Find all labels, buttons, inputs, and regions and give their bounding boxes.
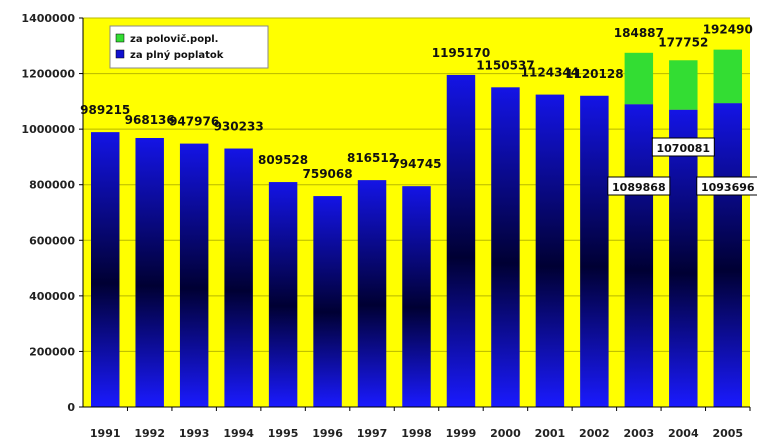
data-label-full-fee: 968136 bbox=[125, 113, 175, 127]
bar-full-fee bbox=[135, 137, 164, 407]
x-tick-label: 2001 bbox=[535, 427, 566, 440]
bar-full-fee bbox=[491, 87, 520, 408]
bar-full-fee bbox=[179, 143, 209, 408]
data-label-half-fee: 192490 bbox=[703, 23, 753, 37]
x-tick-label: 2000 bbox=[490, 427, 521, 440]
data-label-box bbox=[696, 176, 757, 196]
x-tick-label: 2004 bbox=[668, 427, 699, 440]
x-tick-label: 2002 bbox=[579, 427, 610, 440]
y-tick-label: 1400000 bbox=[21, 12, 75, 25]
data-label-half-fee: 184887 bbox=[614, 26, 664, 40]
data-label-half-fee: 177752 bbox=[658, 35, 708, 49]
bar-half-fee bbox=[624, 52, 654, 105]
data-label-full-fee: 759068 bbox=[303, 167, 353, 181]
x-axis: 1991 1992 1993 1994 1995 1996 1997 1998 1999 2000… bbox=[83, 406, 751, 440]
data-label-full-fee: 1089868 bbox=[612, 181, 666, 194]
y-tick-label: 600000 bbox=[29, 234, 75, 247]
data-label-full-fee: 1070081 bbox=[657, 142, 711, 155]
legend-swatch bbox=[115, 49, 125, 59]
data-label-full-fee: 930233 bbox=[214, 120, 264, 134]
y-tick-label: 200000 bbox=[29, 345, 75, 358]
data-label-full-fee: 1150537 bbox=[476, 58, 534, 72]
bars bbox=[91, 49, 742, 408]
x-tick-label: 1997 bbox=[357, 427, 388, 440]
data-label-full-fee: 989215 bbox=[80, 103, 130, 117]
y-tick-label: 800000 bbox=[29, 179, 75, 192]
legend-label: za plný poplatok bbox=[130, 49, 224, 61]
legend: za polovič.popl. za plný poplatok bbox=[109, 25, 269, 69]
bar-full-fee bbox=[624, 104, 654, 407]
x-tick-label: 2005 bbox=[712, 427, 743, 440]
legend-swatch bbox=[115, 33, 125, 43]
y-axis: 0 200000 400000 600000 800000 1000000 1200000 1… bbox=[21, 12, 84, 414]
data-label-full-fee: 809528 bbox=[258, 153, 308, 167]
data-label-box bbox=[607, 176, 671, 196]
y-tick-label: 1000000 bbox=[21, 123, 75, 136]
x-tick-label: 2003 bbox=[624, 427, 655, 440]
y-tick-label: 0 bbox=[67, 401, 75, 414]
bar-half-fee bbox=[713, 49, 742, 104]
bar-full-fee bbox=[446, 74, 476, 407]
y-tick-label: 1200000 bbox=[21, 68, 75, 81]
x-tick-label: 1998 bbox=[401, 427, 432, 440]
x-tick-label: 1995 bbox=[268, 427, 299, 440]
data-label-full-fee: 1120128 bbox=[565, 67, 623, 81]
x-tick-label: 1994 bbox=[223, 427, 254, 440]
data-label-full-fee: 816512 bbox=[347, 151, 397, 165]
x-tick-label: 1993 bbox=[179, 427, 210, 440]
bar-full-fee bbox=[402, 186, 431, 407]
data-label-full-fee: 1093696 bbox=[701, 181, 755, 194]
bar-full-fee bbox=[91, 132, 120, 408]
legend-box bbox=[109, 25, 269, 69]
data-label-full-fee: 1195170 bbox=[432, 46, 490, 60]
bar-full-fee bbox=[580, 95, 609, 407]
bar-full-fee bbox=[313, 196, 342, 407]
legend-label: za polovič.popl. bbox=[130, 33, 218, 45]
bar-full-fee bbox=[268, 182, 298, 407]
x-tick-label: 1996 bbox=[312, 427, 343, 440]
x-tick-label: 1991 bbox=[90, 427, 121, 440]
bar-half-fee bbox=[669, 60, 698, 110]
bar-full-fee bbox=[713, 103, 742, 407]
bar-full-fee bbox=[669, 109, 698, 407]
data-label-box bbox=[651, 137, 715, 157]
data-label-full-fee: 947976 bbox=[169, 115, 219, 129]
bar-full-fee bbox=[535, 94, 565, 407]
bar-full-fee bbox=[224, 148, 253, 407]
x-tick-label: 1992 bbox=[134, 427, 165, 440]
bar-full-fee bbox=[357, 180, 387, 407]
x-tick-label: 1999 bbox=[446, 427, 477, 440]
y-tick-label: 400000 bbox=[29, 290, 75, 303]
data-label-full-fee: 1124344 bbox=[521, 66, 579, 80]
data-label-full-fee: 794745 bbox=[391, 157, 441, 171]
